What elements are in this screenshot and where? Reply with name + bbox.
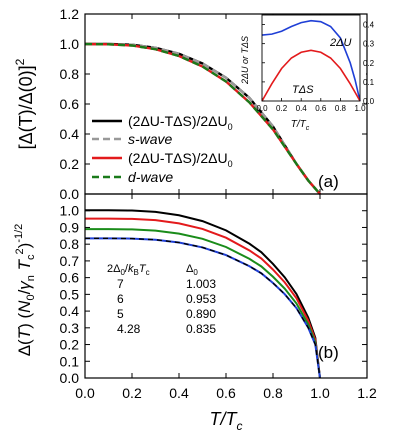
inset-y-tick-label: 0.0 xyxy=(363,97,375,106)
legend-label-d-wave: d-wave xyxy=(128,169,173,185)
panel-a-y-tick-label: 0.8 xyxy=(60,66,80,82)
svg-text:2ΔU or TΔS: 2ΔU or TΔS xyxy=(240,36,250,85)
table-delta0-value: 0.890 xyxy=(186,307,216,321)
panel-b-ylabel: Δ(T) (N0/γn Tc2)-1/2 xyxy=(13,224,37,357)
panel-a-y-tick-label: 0.4 xyxy=(60,126,80,142)
panel-b-x-tick-label: 1.0 xyxy=(310,385,330,401)
panel-b-series-line-1 xyxy=(85,217,321,379)
panel-b-y-tick-label: 0.4 xyxy=(60,303,80,319)
inset-series xyxy=(261,19,361,102)
table-ratio-value: 4.28 xyxy=(117,322,141,336)
legend-label-red: (2ΔU-TΔS)/2ΔU0 xyxy=(128,150,233,169)
inset-y-tick-label: 0.4 xyxy=(363,21,375,30)
inset-x-tick-label: 0.6 xyxy=(315,104,327,113)
panel-b-series xyxy=(85,209,321,379)
inset-xlabel: T/Tc xyxy=(291,119,310,132)
table-ratio-value: 5 xyxy=(117,307,124,321)
panel-b-y-tick-label: 0.2 xyxy=(60,337,80,353)
panel-a-y-tick-label: 0.6 xyxy=(60,96,80,112)
panel-a-label: (a) xyxy=(318,172,339,191)
inset-background xyxy=(262,15,366,103)
inset-x-tick-label: 1.0 xyxy=(354,104,366,113)
panel-b-y-tick-label: 0.5 xyxy=(60,286,80,302)
panel-a-ylabel: [Δ(T)/Δ(0)]2 xyxy=(13,58,36,149)
legend-label-s-wave: s-wave xyxy=(128,131,173,147)
panel-b-x-tick-label: 0.8 xyxy=(263,385,283,401)
inset-x-tick-label: 0.4 xyxy=(296,104,308,113)
panel-b-series-line-2 xyxy=(85,228,321,379)
table-ratio-value: 6 xyxy=(117,292,124,306)
panel-a-series-line-1 xyxy=(85,42,321,195)
panel-b-y-tick-label: 0.6 xyxy=(60,270,80,286)
panel-a-y-tick-labels: 0.0 0.2 0.4 0.6 0.8 1.0 1.2 xyxy=(60,6,80,202)
panel-b-x-tick-label: 0.2 xyxy=(122,385,142,401)
inset-series-line-1 xyxy=(261,49,361,102)
panel-b-label: (b) xyxy=(318,343,339,362)
table-delta0-value: 0.953 xyxy=(186,292,216,306)
panel-b-xlabel: T/Tc xyxy=(210,409,243,433)
inset-y-tick-labels: 0.0 0.1 0.2 0.3 0.4 xyxy=(363,21,375,106)
inset-x-tick-label: 0.0 xyxy=(256,104,268,113)
inset-series-line-0 xyxy=(261,19,361,102)
inset-label-2du: 2ΔU xyxy=(329,37,351,49)
inset-y-tick-label: 0.2 xyxy=(363,59,375,68)
panel-a-legend: (2ΔU-TΔS)/2ΔU0 s-wave (2ΔU-TΔS)/2ΔU0 d-w… xyxy=(92,113,233,185)
panel-b-x-tick-label: 0.0 xyxy=(75,385,95,401)
panel-a-y-tick-label: 1.0 xyxy=(60,36,80,52)
panel-a-y-tick-label: 0.2 xyxy=(60,156,80,172)
panel-b-series-line-4 xyxy=(85,237,321,379)
legend-entry-black: (2ΔU-TΔS)/2ΔU0 xyxy=(92,113,233,132)
panel-b-y-tick-label: 0.7 xyxy=(60,253,80,269)
table-delta0-value: 0.835 xyxy=(186,322,216,336)
table-delta0-value: 1.003 xyxy=(186,277,216,291)
legend-label-black: (2ΔU-TΔS)/2ΔU0 xyxy=(128,113,233,132)
panel-b-y-tick-label: 0.1 xyxy=(60,353,80,369)
gap-ratio-table: 2Δ0/kBTc Δ0 7 1.003 6 0.953 5 0.890 4.28 0.835 xyxy=(107,263,216,336)
panel-a: 0.0 0.2 0.4 0.6 0.8 1.0 1.2 (a) [Δ(T)/Δ(0)]2 (… xyxy=(13,6,375,202)
panel-a-y-tick-label: 1.2 xyxy=(60,6,80,22)
table-ratio-value: 7 xyxy=(117,277,124,291)
panel-b-x-tick-labels: 0.0 0.2 0.4 0.6 0.8 1.0 1.2 xyxy=(75,385,377,401)
panel-b-frame xyxy=(84,193,368,379)
panel-a-y-tick-label: 0.0 xyxy=(60,186,80,202)
inset-y-tick-label: 0.1 xyxy=(363,78,375,87)
panel-b-y-tick-label: 0.8 xyxy=(60,236,80,252)
panel-a-series xyxy=(84,42,321,195)
panel-b-y-tick-label: 0.0 xyxy=(60,370,80,386)
inset-chart: 0.0 0.1 0.2 0.3 0.4 0.0 0.2 0.4 0.6 0.8 1.0 2ΔU T… xyxy=(240,14,375,132)
panel-b-y-tick-labels: 0.00.10.20.30.40.50.60.70.80.91.0 xyxy=(60,203,80,386)
svg-text:Δ(T) (N0/γn Tc2)-1/2: Δ(T) (N0/γn Tc2)-1/2 xyxy=(13,224,37,357)
inset-frame xyxy=(261,14,361,102)
panel-a-series-line-3 xyxy=(84,42,321,195)
legend-entry-red: (2ΔU-TΔS)/2ΔU0 xyxy=(92,150,233,169)
inset-x-tick-label: 0.2 xyxy=(276,104,288,113)
inset-label-tds: TΔS xyxy=(292,84,314,96)
panel-b-y-tick-label: 0.3 xyxy=(60,320,80,336)
legend-entry-s-wave: s-wave xyxy=(92,131,173,147)
svg-text:[Δ(T)/Δ(0)]2: [Δ(T)/Δ(0)]2 xyxy=(13,58,36,149)
table-header-ratio: 2Δ0/kBTc xyxy=(107,263,150,277)
table-rows: 7 1.003 6 0.953 5 0.890 4.28 0.835 xyxy=(117,277,216,336)
inset-x-tick-labels: 0.0 0.2 0.4 0.6 0.8 1.0 xyxy=(256,104,366,113)
legend-entry-d-wave: d-wave xyxy=(92,169,173,185)
inset-ylabel: 2ΔU or TΔS xyxy=(240,36,250,85)
inset-x-tick-label: 0.8 xyxy=(335,104,347,113)
panel-b-x-tick-label: 1.2 xyxy=(357,385,377,401)
panel-b-y-tick-label: 0.9 xyxy=(60,219,80,235)
panel-b-x-tick-label: 0.6 xyxy=(216,385,236,401)
inset-y-tick-label: 0.3 xyxy=(363,40,375,49)
table-header-delta0: Δ0 xyxy=(186,263,198,277)
panel-b-x-tick-label: 0.4 xyxy=(169,385,189,401)
panel-b-series-line-0 xyxy=(85,209,321,379)
panel-b-y-tick-label: 1.0 xyxy=(60,203,80,219)
panel-b: 0.00.10.20.30.40.50.60.70.80.91.0 0.0 0.2… xyxy=(13,193,377,433)
